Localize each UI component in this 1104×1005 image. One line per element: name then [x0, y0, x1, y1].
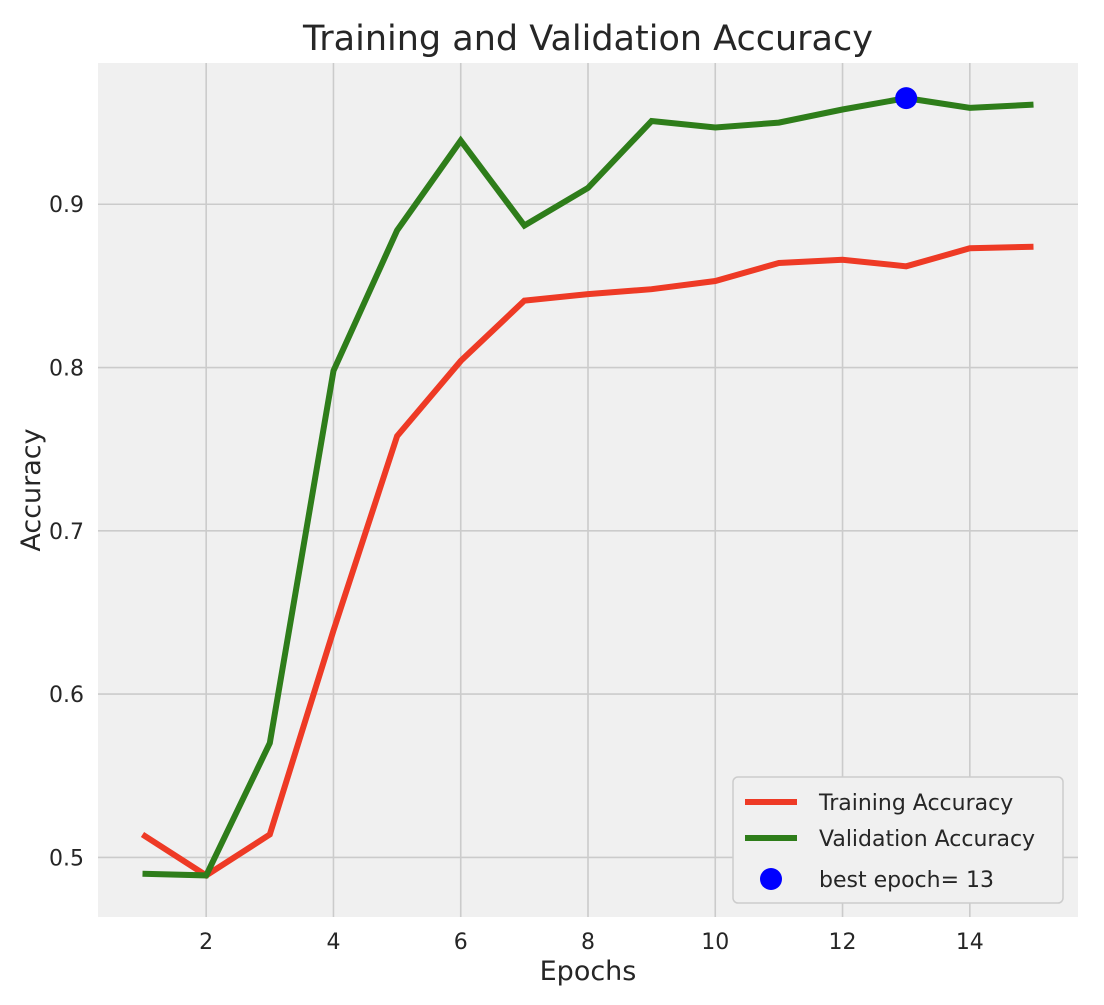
x-tick-label: 12 — [829, 930, 857, 955]
x-tick-label: 14 — [956, 930, 984, 955]
y-axis-label: Accuracy — [16, 428, 47, 551]
series-lines — [140, 95, 1034, 879]
y-tick-labels: 0.5 0.6 0.7 0.8 0.9 — [49, 193, 84, 871]
legend: Training Accuracy Validation Accuracy be… — [732, 776, 1064, 904]
x-tick-label: 2 — [199, 930, 213, 955]
y-tick-label: 0.7 — [49, 520, 84, 545]
y-tick-label: 0.6 — [49, 683, 84, 708]
validation-accuracy-line — [142, 95, 1034, 879]
y-tick-label: 0.5 — [49, 846, 84, 871]
y-gridlines — [98, 203, 1078, 859]
x-tick-label: 8 — [581, 930, 595, 955]
legend-label-best-epoch: best epoch= 13 — [819, 868, 994, 893]
x-gridlines — [205, 63, 971, 917]
best-epoch-marker-layer — [895, 87, 918, 110]
legend-label-training: Training Accuracy — [818, 791, 1013, 816]
x-tick-label: 4 — [326, 930, 340, 955]
y-tick-label: 0.8 — [49, 357, 84, 382]
legend-label-validation: Validation Accuracy — [819, 827, 1035, 852]
legend-box — [732, 776, 1064, 904]
best-epoch-marker — [895, 87, 918, 110]
training-accuracy-line — [140, 243, 1034, 879]
x-axis-label: Epochs — [540, 956, 637, 987]
x-tick-label: 6 — [454, 930, 468, 955]
y-tick-label: 0.9 — [49, 193, 84, 218]
x-tick-labels: 2 4 6 8 10 12 14 — [199, 930, 984, 955]
legend-swatch-best-epoch — [760, 868, 782, 890]
chart-title: Training and Validation Accuracy — [302, 19, 873, 59]
x-tick-label: 10 — [701, 930, 729, 955]
